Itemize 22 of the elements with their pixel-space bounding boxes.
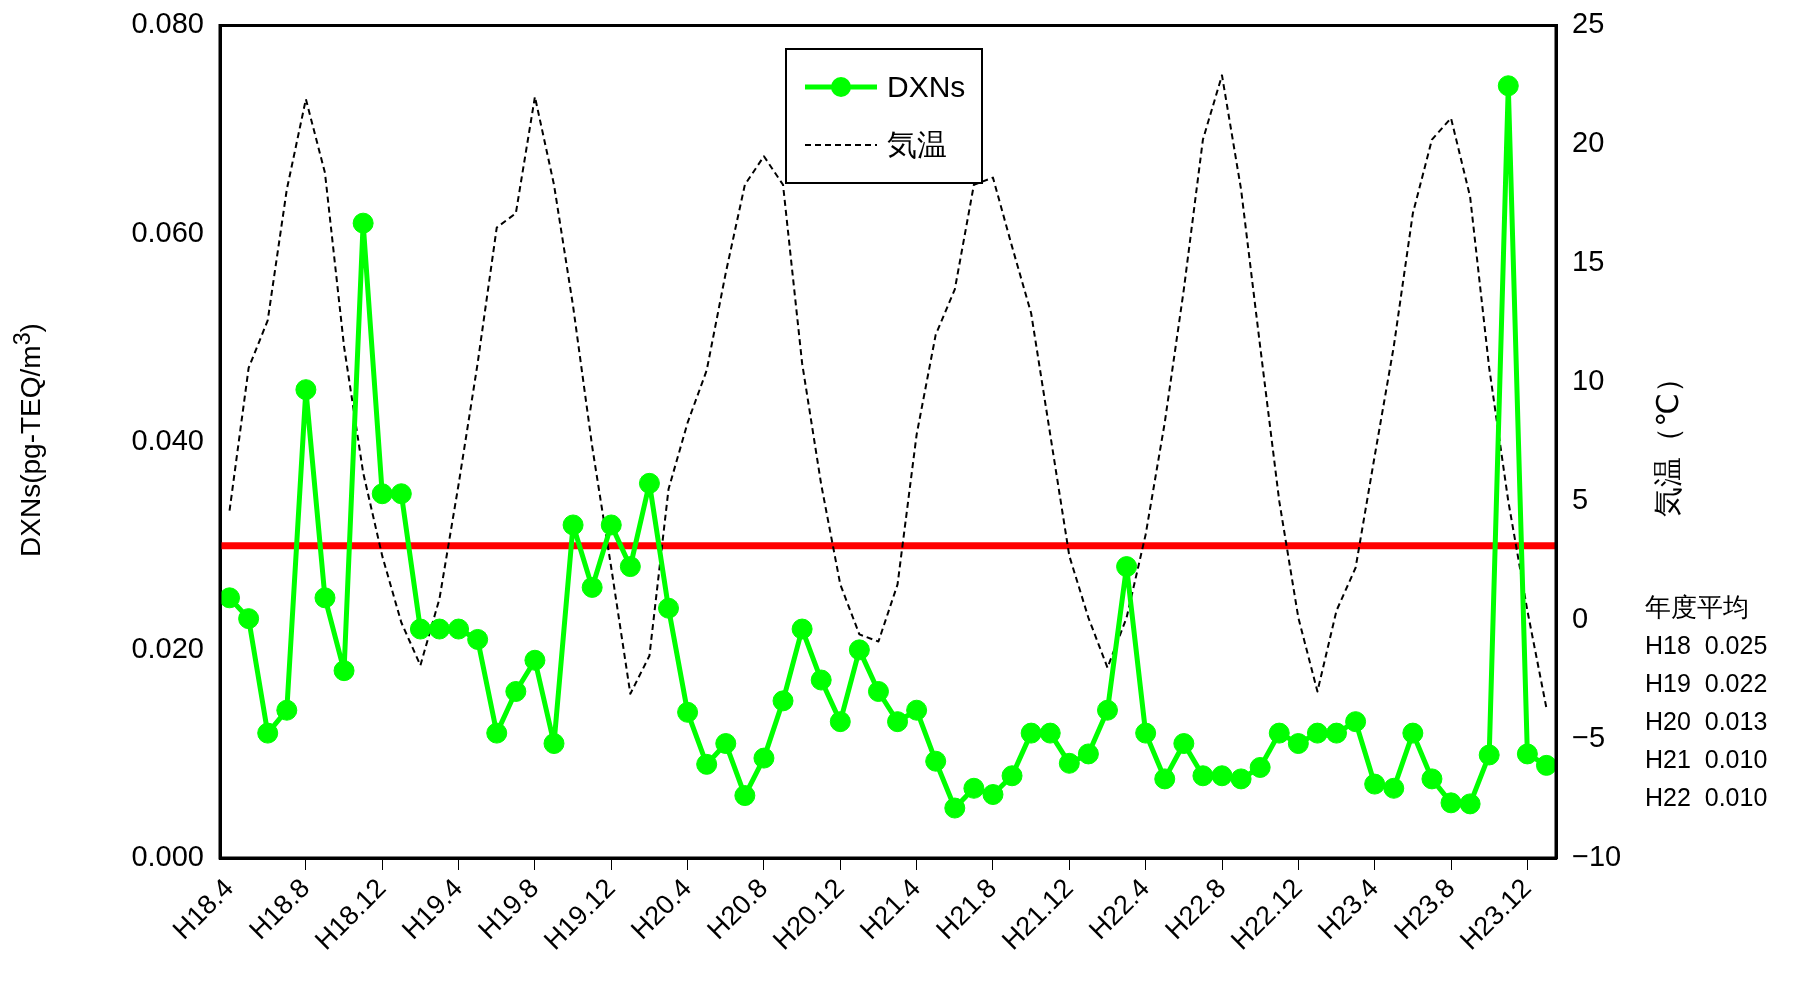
y2-tick-label: 25 <box>1572 7 1605 40</box>
text: H22 0.010 <box>1645 782 1768 813</box>
y2-tick-label: −5 <box>1572 721 1606 754</box>
y-tick-label: 0.020 <box>131 631 204 664</box>
y-tick-label: 0.060 <box>131 215 204 248</box>
text: H20 0.013 <box>1645 706 1768 737</box>
y-tick-label: 0.080 <box>131 7 204 40</box>
legend-label: 気温 <box>887 126 947 163</box>
y2-tick-label: 0 <box>1572 602 1589 635</box>
y2-tick-label: 20 <box>1572 126 1605 159</box>
y-tick-label: 0.000 <box>131 840 204 872</box>
y2-tick-label: 10 <box>1572 364 1605 397</box>
y2-tick-label: −10 <box>1572 840 1622 872</box>
text: H19 0.022 <box>1645 668 1768 699</box>
text: H18 0.025 <box>1645 630 1768 661</box>
legend-label: DXNs <box>887 70 966 104</box>
y2-axis-title: 気温（℃） <box>1649 363 1685 517</box>
text: H21 0.010 <box>1645 744 1768 775</box>
y2-tick-label: 5 <box>1572 483 1589 516</box>
y2-tick-label: 15 <box>1572 245 1605 278</box>
y-tick-label: 0.040 <box>131 423 204 456</box>
text: 年度平均 <box>1645 591 1750 624</box>
